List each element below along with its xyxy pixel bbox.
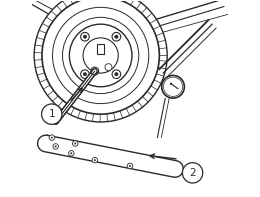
Circle shape <box>129 165 131 167</box>
Circle shape <box>49 135 55 140</box>
Circle shape <box>94 159 96 161</box>
Circle shape <box>81 33 89 41</box>
Circle shape <box>115 35 118 38</box>
Circle shape <box>74 142 76 144</box>
Circle shape <box>81 70 89 78</box>
Circle shape <box>70 152 72 154</box>
Circle shape <box>183 163 203 183</box>
Circle shape <box>42 0 159 114</box>
Circle shape <box>162 75 184 98</box>
Circle shape <box>42 104 62 124</box>
Circle shape <box>92 157 98 163</box>
Text: 1: 1 <box>48 109 55 119</box>
Circle shape <box>73 141 78 146</box>
Circle shape <box>53 144 58 149</box>
Circle shape <box>112 33 121 41</box>
Circle shape <box>105 64 112 71</box>
Circle shape <box>112 70 121 78</box>
Text: 2: 2 <box>189 168 196 178</box>
Circle shape <box>69 24 132 87</box>
Circle shape <box>127 163 133 169</box>
Circle shape <box>69 151 74 156</box>
Circle shape <box>170 83 172 85</box>
Circle shape <box>83 38 118 73</box>
Circle shape <box>55 145 57 147</box>
Polygon shape <box>38 135 183 177</box>
Circle shape <box>83 72 87 76</box>
Circle shape <box>115 72 118 76</box>
Circle shape <box>34 0 167 122</box>
Circle shape <box>51 137 53 139</box>
Circle shape <box>83 35 87 38</box>
